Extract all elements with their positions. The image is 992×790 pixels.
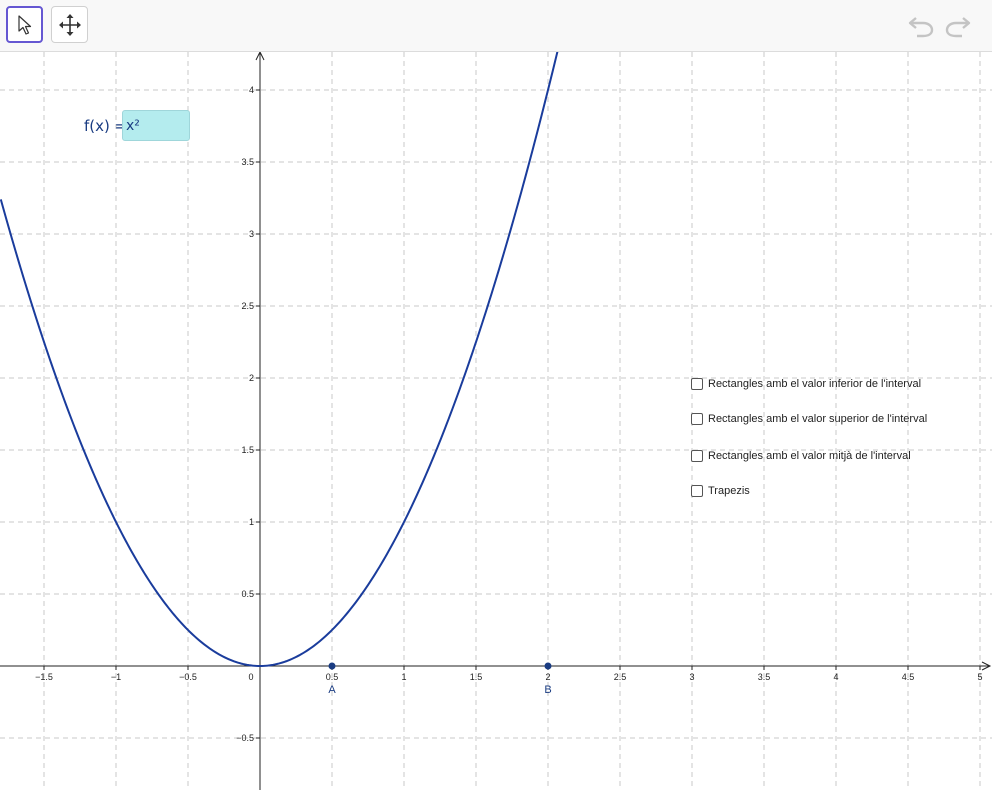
y-tick-label: 2 (249, 373, 254, 383)
x-tick-label: 0 (248, 672, 253, 682)
x-tick-label: 4 (833, 672, 838, 682)
checkbox-label: Rectangles amb el valor mitjà de l'inter… (708, 450, 911, 462)
checkbox-upper-rectangles[interactable]: Rectangles amb el valor superior de l'in… (691, 413, 927, 425)
axes (0, 52, 992, 790)
point-label: B (544, 684, 551, 696)
checkbox-label: Trapezis (708, 485, 750, 497)
x-tick-label: 0.5 (326, 672, 339, 682)
y-tick-label: 0.5 (241, 589, 254, 599)
checkbox-lower-rectangles[interactable]: Rectangles amb el valor inferior de l'in… (691, 378, 921, 390)
move-tool-button[interactable] (6, 6, 43, 43)
undo-icon (908, 17, 934, 38)
x-tick-label: 1.5 (470, 672, 483, 682)
function-input-field[interactable]: x² (122, 110, 190, 141)
redo-button[interactable] (943, 12, 973, 40)
y-tick-label: −0.5 (236, 733, 254, 743)
y-tick-label: 3.5 (241, 157, 254, 167)
point-label: A (328, 684, 336, 696)
checkbox-midpoint-rectangles[interactable]: Rectangles amb el valor mitjà de l'inter… (691, 450, 911, 462)
y-tick-label: 3 (249, 229, 254, 239)
x-tick-label: 4.5 (902, 672, 915, 682)
function-label: f(x) = (84, 117, 128, 135)
undo-button[interactable] (906, 12, 936, 40)
x-tick-label: 3 (689, 672, 694, 682)
x-tick-label: 1 (401, 672, 406, 682)
y-tick-label: 1 (249, 517, 254, 527)
x-tick-label: 2 (545, 672, 550, 682)
point-B[interactable] (544, 662, 552, 670)
checkbox-icon[interactable] (691, 413, 703, 425)
checkbox-trapezoids[interactable]: Trapezis (691, 485, 750, 497)
move-graphics-view-button[interactable] (51, 6, 88, 43)
x-tick-label: 5 (977, 672, 982, 682)
cursor-arrow-icon (17, 14, 31, 35)
checkbox-icon[interactable] (691, 485, 703, 497)
point-A[interactable] (328, 662, 336, 670)
y-tick-label: 4 (249, 85, 254, 95)
x-tick-label: 3.5 (758, 672, 771, 682)
checkbox-icon[interactable] (691, 450, 703, 462)
move-arrows-icon (58, 13, 81, 36)
y-tick-label: 2.5 (241, 301, 254, 311)
x-tick-labels: −1.5 −1 −0.5 0 0.5 1 1.5 2 2.5 3 3.5 4 4.5 5 (35, 666, 983, 682)
function-curve-f[interactable] (0, 52, 561, 668)
x-tick-label: −0.5 (179, 672, 197, 682)
x-tick-label: −1 (111, 672, 121, 682)
y-tick-label: 1.5 (241, 445, 254, 455)
checkbox-label: Rectangles amb el valor superior de l'in… (708, 413, 928, 425)
x-tick-label: −1.5 (35, 672, 53, 682)
redo-icon (945, 17, 971, 38)
x-axis-arrow-icon (981, 661, 992, 671)
checkbox-icon[interactable] (691, 378, 703, 390)
checkbox-label: Rectangles amb el valor inferior de l'in… (708, 378, 922, 390)
toolbar (0, 0, 992, 52)
y-axis-arrow-icon (255, 52, 265, 61)
x-tick-label: 2.5 (614, 672, 627, 682)
y-tick-labels: 4 3.5 3 2.5 2 1.5 1 0.5 −0.5 (236, 85, 260, 743)
